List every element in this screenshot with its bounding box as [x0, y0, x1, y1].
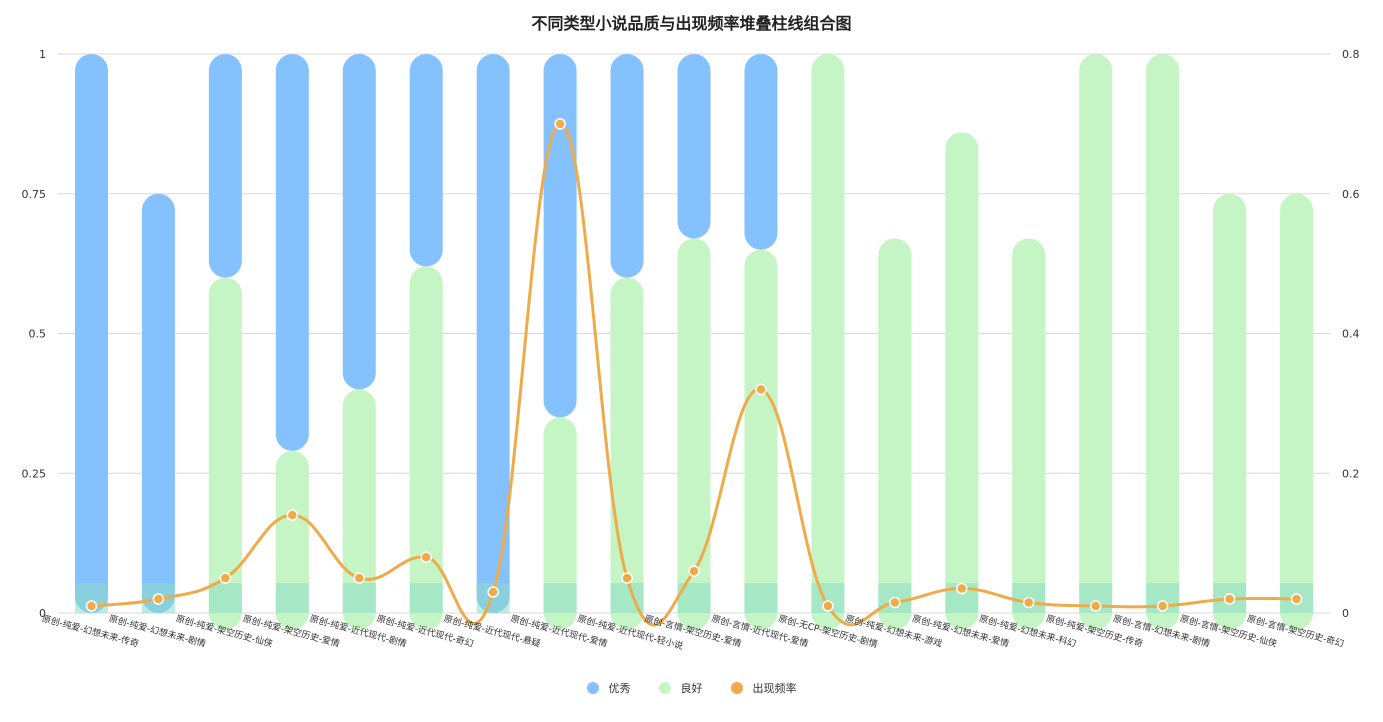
frequency-point [353, 572, 366, 584]
bar-excellent [208, 54, 242, 278]
legend-frequency-swatch [730, 682, 743, 694]
y-right-tick-label: 0.8 [1342, 48, 1360, 61]
y-right-tick-label: 0.2 [1342, 467, 1360, 480]
frequency-point [1022, 596, 1035, 609]
y-left-tick-label: 0.5 [29, 328, 47, 341]
y-left-tick-label: 0.25 [22, 467, 47, 480]
legend-excellent-swatch [586, 682, 599, 694]
legend-frequency-label: 出现频率 [752, 682, 797, 695]
bar-excellent [141, 193, 175, 613]
frequency-point [85, 600, 98, 612]
frequency-point [822, 600, 834, 612]
frequency-point [554, 118, 566, 130]
frequency-point [889, 596, 901, 609]
bar-base-overlap [409, 583, 443, 613]
bar-excellent [342, 54, 376, 390]
y-right-tick-label: 0.4 [1342, 328, 1360, 341]
y-left-tick-label: 0 [39, 607, 46, 620]
frequency-point [621, 572, 633, 584]
legend-good-swatch [658, 682, 671, 694]
bar-excellent [677, 54, 711, 239]
legend-item-frequency[interactable]: 出现频率 [730, 680, 797, 696]
bar-good [208, 277, 242, 630]
frequency-point [688, 565, 700, 577]
bar-good [1146, 54, 1180, 630]
legend-good-label: 良好 [680, 682, 703, 695]
bar-good [1280, 193, 1314, 630]
bar-good [744, 249, 778, 630]
frequency-point [152, 593, 165, 605]
bar-base-overlap [543, 583, 577, 613]
bar-base-overlap [744, 583, 778, 613]
y-right-tick-label: 0 [1342, 607, 1349, 620]
frequency-point [755, 383, 767, 396]
bar-excellent [74, 54, 108, 613]
legend-item-excellent[interactable]: 优秀 [586, 680, 631, 696]
bar-good [409, 266, 443, 630]
y-left-tick-label: 1 [39, 48, 46, 61]
frequency-point [286, 509, 299, 521]
bar-excellent [275, 54, 309, 451]
bar-base-overlap [275, 583, 309, 613]
bar-excellent [476, 54, 510, 613]
bar-good [677, 238, 711, 630]
legend-item-good[interactable]: 良好 [658, 680, 703, 696]
bar-base-overlap [208, 583, 242, 613]
frequency-point [1156, 600, 1169, 612]
y-left-tick-label: 0.75 [22, 188, 47, 201]
bar-excellent [744, 54, 778, 250]
frequency-point [487, 586, 499, 598]
bar-good [945, 132, 979, 630]
bar-excellent [610, 54, 644, 278]
bar-good [1012, 238, 1046, 630]
bar-good [543, 417, 577, 630]
frequency-point [1223, 593, 1236, 605]
chart-legend: 优秀 良好 出现频率 [0, 680, 1383, 696]
y-right-tick-label: 0.6 [1342, 188, 1360, 201]
bar-good [811, 54, 845, 630]
bar-base-overlap [342, 583, 376, 613]
bar-good [1079, 54, 1113, 630]
bar-good [342, 389, 376, 630]
frequency-point [1089, 600, 1102, 612]
frequency-point [1290, 593, 1303, 605]
bar-good [878, 238, 912, 630]
frequency-point [219, 572, 232, 584]
chart-title: 不同类型小说品质与出现频率堆叠柱线组合图 [531, 14, 852, 33]
bar-excellent [543, 54, 577, 418]
bar-good [1213, 193, 1247, 630]
frequency-point [956, 582, 968, 595]
frequency-point [420, 551, 432, 563]
bar-excellent [409, 54, 443, 267]
legend-excellent-label: 优秀 [608, 682, 631, 695]
